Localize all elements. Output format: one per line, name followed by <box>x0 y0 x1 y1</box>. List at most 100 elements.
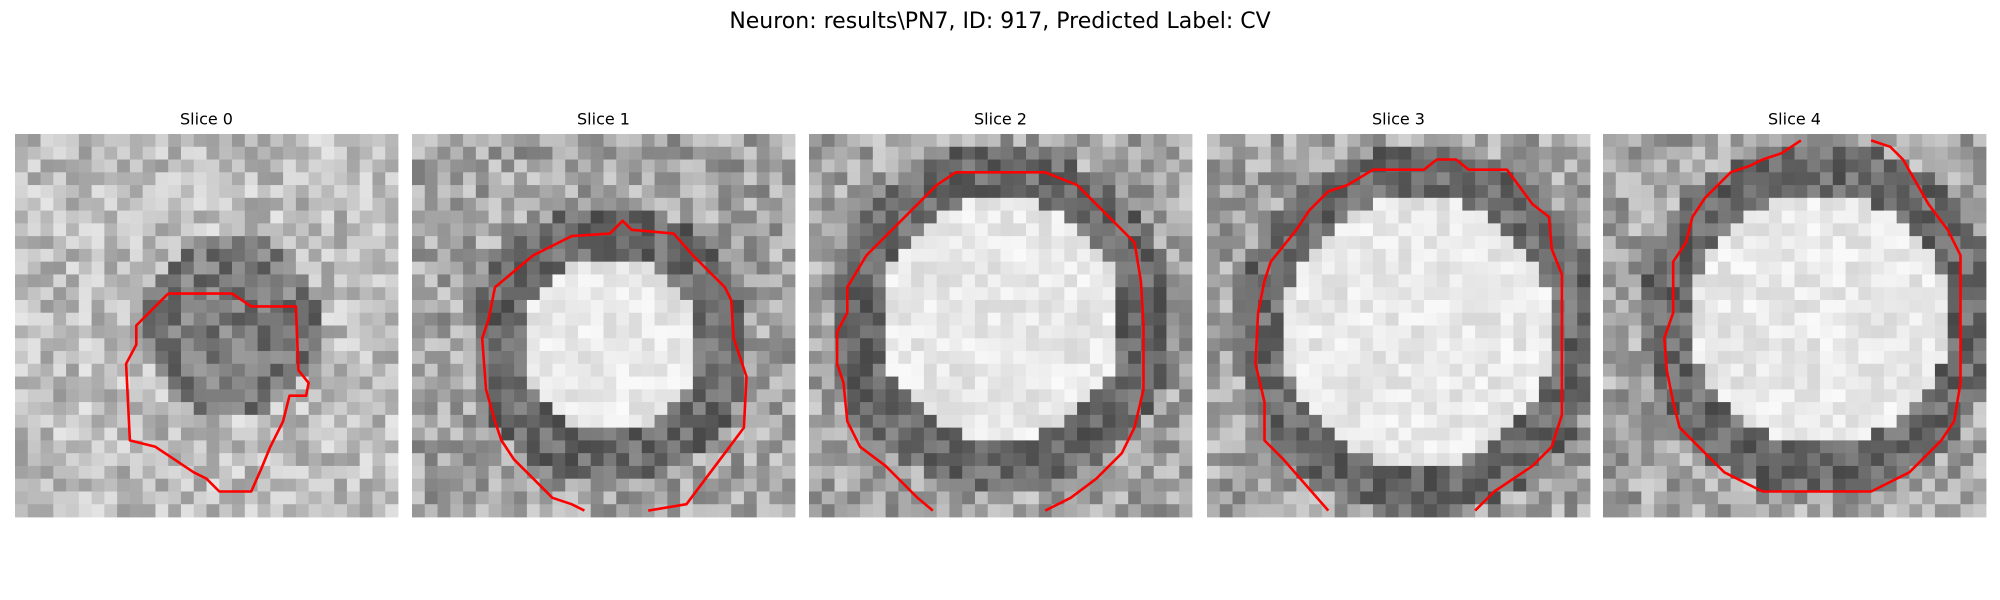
pixel <box>629 402 643 416</box>
pixel <box>1089 274 1104 288</box>
pixel <box>1883 491 1898 505</box>
pixel <box>577 197 592 211</box>
pixel <box>1475 236 1489 250</box>
pixel <box>53 453 67 467</box>
pixel <box>1730 491 1744 505</box>
pixel <box>923 465 938 480</box>
pixel <box>834 197 848 211</box>
pixel <box>756 465 770 480</box>
pixel <box>1449 402 1463 416</box>
pixel <box>91 210 105 224</box>
pixel <box>1258 299 1272 314</box>
pixel <box>1424 236 1438 250</box>
pixel <box>437 261 451 275</box>
pixel <box>1258 210 1272 224</box>
pixel <box>283 287 297 301</box>
pixel <box>1475 248 1489 263</box>
pixel <box>142 402 156 416</box>
pixel <box>1436 185 1450 199</box>
pixel <box>206 453 220 467</box>
pixel <box>1411 287 1425 301</box>
pixel <box>1270 159 1284 173</box>
slice-image <box>15 134 399 518</box>
pixel <box>501 363 515 377</box>
pixel <box>334 351 348 365</box>
pixel <box>718 172 732 186</box>
pixel <box>1000 465 1014 480</box>
pixel <box>1730 504 1744 518</box>
pixel <box>1705 389 1719 403</box>
pixel <box>1013 453 1027 467</box>
pixel <box>1013 363 1027 377</box>
pixel <box>1334 134 1348 148</box>
pixel <box>1321 134 1336 148</box>
pixel <box>1207 287 1221 301</box>
pixel <box>1973 325 1987 339</box>
pixel <box>1089 312 1104 326</box>
pixel <box>974 325 989 339</box>
pixel <box>847 134 861 148</box>
pixel <box>949 363 963 377</box>
pixel <box>1449 159 1463 173</box>
pixel <box>782 363 796 377</box>
pixel <box>860 159 874 173</box>
pixel <box>936 299 950 314</box>
pixel <box>1641 248 1655 263</box>
pixel <box>1730 172 1744 186</box>
pixel <box>782 236 796 250</box>
pixel <box>1883 363 1898 377</box>
pixel <box>821 287 835 301</box>
pixel <box>257 261 271 275</box>
pixel <box>1398 236 1412 250</box>
pixel <box>1309 146 1323 160</box>
pixel <box>821 172 835 186</box>
pixel <box>1845 223 1859 237</box>
pixel <box>142 146 156 160</box>
pixel <box>1768 427 1783 441</box>
pixel <box>1717 197 1732 211</box>
pixel <box>1487 312 1502 326</box>
pixel <box>987 248 1001 263</box>
pixel <box>232 299 246 314</box>
pixel <box>1179 504 1193 518</box>
pixel <box>1013 478 1027 492</box>
pixel <box>1896 185 1910 199</box>
pixel <box>104 389 118 403</box>
pixel <box>1296 134 1310 148</box>
pixel <box>346 261 361 275</box>
pixel <box>104 465 118 480</box>
pixel <box>1973 274 1987 288</box>
pixel <box>104 210 118 224</box>
pixel <box>1679 389 1693 403</box>
pixel <box>1577 299 1591 314</box>
pixel <box>346 363 361 377</box>
pixel <box>1654 427 1668 441</box>
pixel <box>129 159 144 173</box>
pixel <box>756 159 770 173</box>
pixel <box>1538 351 1553 365</box>
pixel <box>1960 159 1974 173</box>
pixel <box>412 351 426 365</box>
pixel <box>1077 236 1091 250</box>
pixel <box>1283 236 1297 250</box>
pixel <box>949 223 963 237</box>
pixel <box>654 236 668 250</box>
pixel <box>1153 159 1167 173</box>
pixel <box>692 440 707 454</box>
pixel <box>270 376 284 390</box>
pixel <box>1960 325 1974 339</box>
pixel <box>346 223 361 237</box>
pixel <box>385 287 399 301</box>
pixel <box>1207 338 1221 352</box>
pixel <box>66 465 80 480</box>
pixel <box>1705 274 1719 288</box>
pixel <box>1270 223 1284 237</box>
pixel <box>1896 287 1910 301</box>
pixel <box>463 389 477 403</box>
pixel <box>1360 274 1374 288</box>
pixel <box>321 197 335 211</box>
pixel <box>809 414 823 429</box>
pixel <box>244 134 258 148</box>
pixel <box>1615 146 1629 160</box>
pixel <box>743 504 758 518</box>
